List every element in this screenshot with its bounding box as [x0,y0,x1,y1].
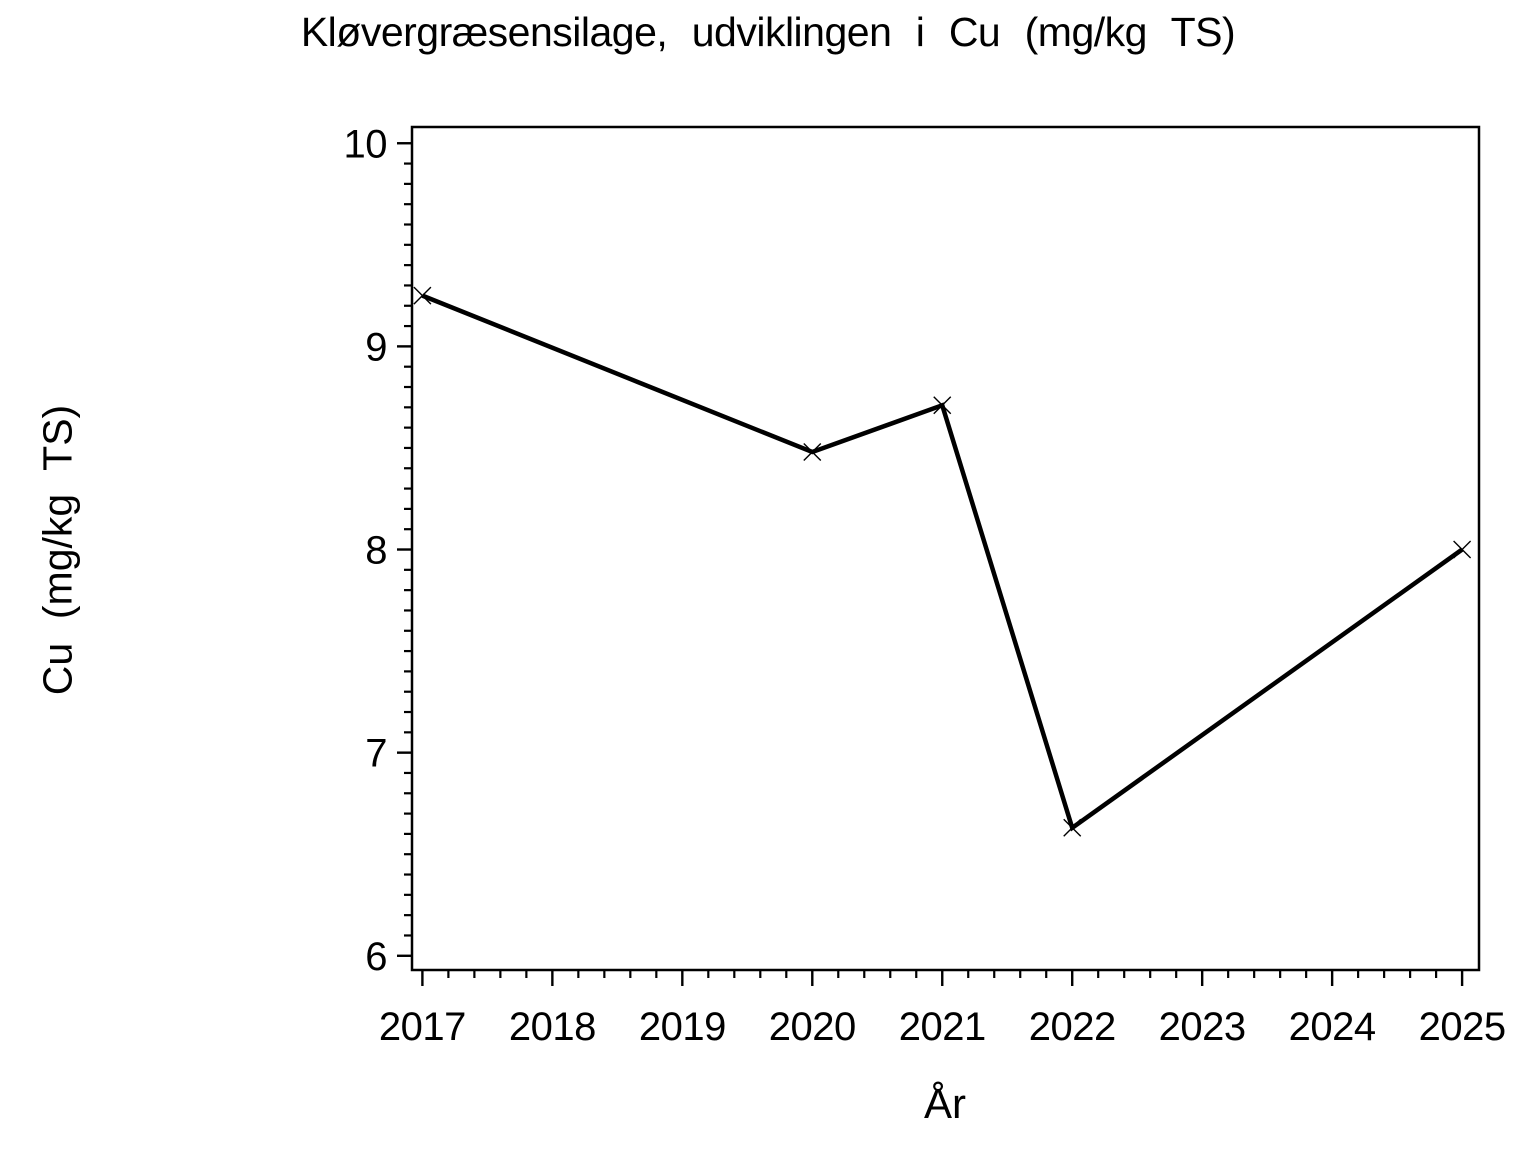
y-tick-label-7: 7 [365,732,387,776]
data-point-marker-2020 [803,443,822,462]
y-tick-label-6: 6 [365,935,387,979]
y-tick-label-10: 10 [344,122,388,166]
y-tick-label-9: 9 [365,325,387,369]
x-tick-label-2019: 2019 [639,1005,726,1049]
y-tick-label-8: 8 [365,529,387,573]
data-point-marker-2022 [1063,818,1082,837]
data-line [421,293,1464,832]
x-tick-label-2024: 2024 [1289,1005,1376,1049]
data-point-marker-2025 [1453,540,1472,559]
x-tick-label-2025: 2025 [1419,1005,1506,1049]
x-tick-label-2018: 2018 [509,1005,596,1049]
x-tick-label-2020: 2020 [769,1005,856,1049]
data-point-marker-2017 [413,286,432,305]
chart-title: Kløvergræsensilage, udviklingen i Cu (mg… [300,9,1236,55]
x-tick-label-2021: 2021 [899,1005,986,1049]
plot-frame [410,125,1481,972]
data-point-marker-2021 [933,396,952,415]
x-tick-label-2023: 2023 [1159,1005,1246,1049]
x-tick-label-2017: 2017 [379,1005,466,1049]
x-tick-label-2022: 2022 [1029,1005,1116,1049]
x-axis-title: År [924,1080,966,1127]
